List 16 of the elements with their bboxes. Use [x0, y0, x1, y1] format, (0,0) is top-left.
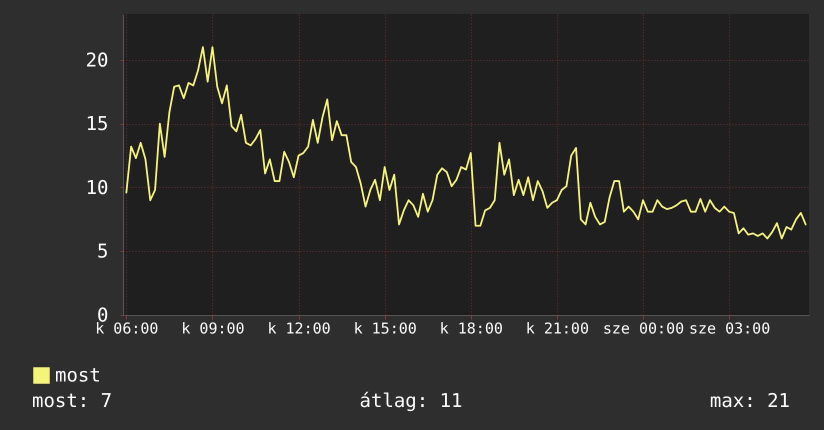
line-series: [125, 46, 807, 240]
y-tick-label: 10: [86, 176, 108, 199]
y-tick-label: 15: [86, 113, 108, 136]
x-tick-label: k 15:00: [354, 320, 417, 338]
x-tick-label: sze 03:00: [688, 320, 770, 338]
x-tick-label: k 21:00: [526, 320, 589, 338]
y-tick-label: 20: [86, 49, 108, 72]
x-tick-label: k 12:00: [267, 320, 331, 338]
x-tick-label: k 09:00: [181, 320, 245, 338]
x-tick-label: k 18:00: [440, 320, 503, 338]
text: most: 7: [32, 390, 112, 412]
text: átlag: 11: [360, 390, 462, 412]
x-tick-label: sze 00:00: [602, 320, 684, 338]
text: max: 21: [710, 390, 790, 412]
legend-label: most: [55, 364, 101, 386]
y-tick-label: 5: [97, 240, 108, 263]
